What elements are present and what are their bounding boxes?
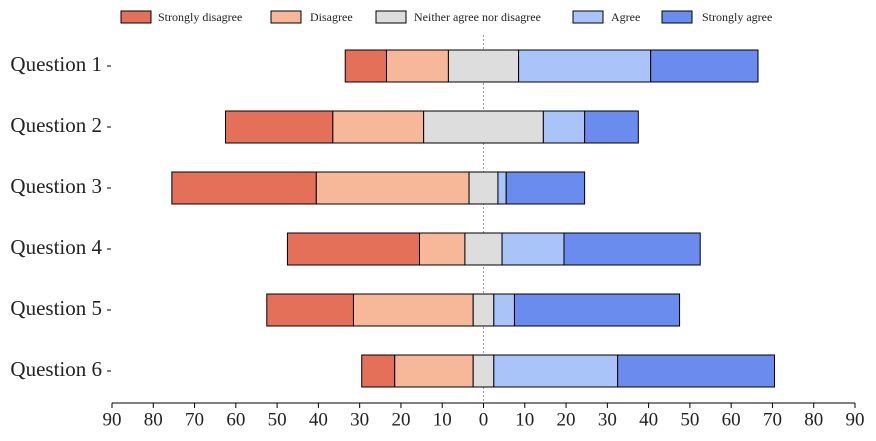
category-label: Question 1 xyxy=(10,52,102,76)
bar-segment xyxy=(447,49,520,83)
x-tick-label: 50 xyxy=(680,409,699,430)
bar-segment xyxy=(332,110,425,144)
legend-label: Strongly disagree xyxy=(158,10,242,24)
category-label: Question 5 xyxy=(10,296,102,320)
category-label: Question 6 xyxy=(10,357,102,381)
legend-swatch xyxy=(270,10,302,24)
bar-segment xyxy=(472,354,495,388)
bar-segment xyxy=(394,354,474,388)
legend-swatch xyxy=(120,10,152,24)
bar-segment xyxy=(225,110,334,144)
x-tick-label: 30 xyxy=(350,409,369,430)
x-tick-label: 70 xyxy=(185,409,204,430)
bar-segment xyxy=(584,110,639,144)
category-label: Question 4 xyxy=(10,235,102,259)
x-tick-label: 40 xyxy=(639,409,658,430)
bar-segment xyxy=(497,171,507,205)
x-tick-label: 10 xyxy=(433,409,452,430)
legend-label: Neither agree nor disagree xyxy=(414,10,541,24)
category-label: Question 2 xyxy=(10,113,102,137)
bar-segment xyxy=(505,171,586,205)
bar-segment xyxy=(464,232,503,266)
x-tick-label: 10 xyxy=(515,409,534,430)
bar-segment xyxy=(472,293,495,327)
x-tick-label: 60 xyxy=(226,409,245,430)
category-label: Question 3 xyxy=(10,174,102,198)
x-tick-label: 20 xyxy=(557,409,576,430)
legend-label: Disagree xyxy=(310,10,353,24)
bar-segment xyxy=(617,354,776,388)
legend-swatch xyxy=(375,10,407,24)
bar-segment xyxy=(286,232,421,266)
legend-label: Strongly agree xyxy=(702,10,772,24)
x-tick-label: 70 xyxy=(763,409,782,430)
bar-segment xyxy=(493,293,515,327)
x-tick-label: 90 xyxy=(103,409,122,430)
bar-segment xyxy=(315,171,470,205)
bar-segment xyxy=(423,110,544,144)
x-tick-label: 30 xyxy=(598,409,617,430)
x-tick-label: 80 xyxy=(804,409,823,430)
bar-segment xyxy=(650,49,759,83)
bar-segment xyxy=(352,293,474,327)
x-tick-label: 50 xyxy=(268,409,287,430)
bar-segment xyxy=(266,293,354,327)
legend-swatch xyxy=(572,10,604,24)
bar-segment xyxy=(419,232,466,266)
bar-segment xyxy=(563,232,701,266)
x-tick-label: 40 xyxy=(309,409,328,430)
bar-segment xyxy=(344,49,387,83)
bar-segment xyxy=(501,232,565,266)
bar-segment xyxy=(385,49,449,83)
bar-segment xyxy=(171,171,317,205)
x-tick-label: 90 xyxy=(846,409,865,430)
x-tick-label: 60 xyxy=(722,409,741,430)
legend-swatch xyxy=(661,10,693,24)
bar-segment xyxy=(513,293,681,327)
x-tick-label: 80 xyxy=(144,409,163,430)
legend-label: Agree xyxy=(611,10,640,24)
x-tick-label: 20 xyxy=(391,409,410,430)
bar-segment xyxy=(542,110,586,144)
bar-segment xyxy=(468,171,499,205)
bar-segment xyxy=(493,354,619,388)
x-tick-label: 0 xyxy=(479,409,489,430)
bar-segment xyxy=(518,49,652,83)
bar-segment xyxy=(361,354,396,388)
